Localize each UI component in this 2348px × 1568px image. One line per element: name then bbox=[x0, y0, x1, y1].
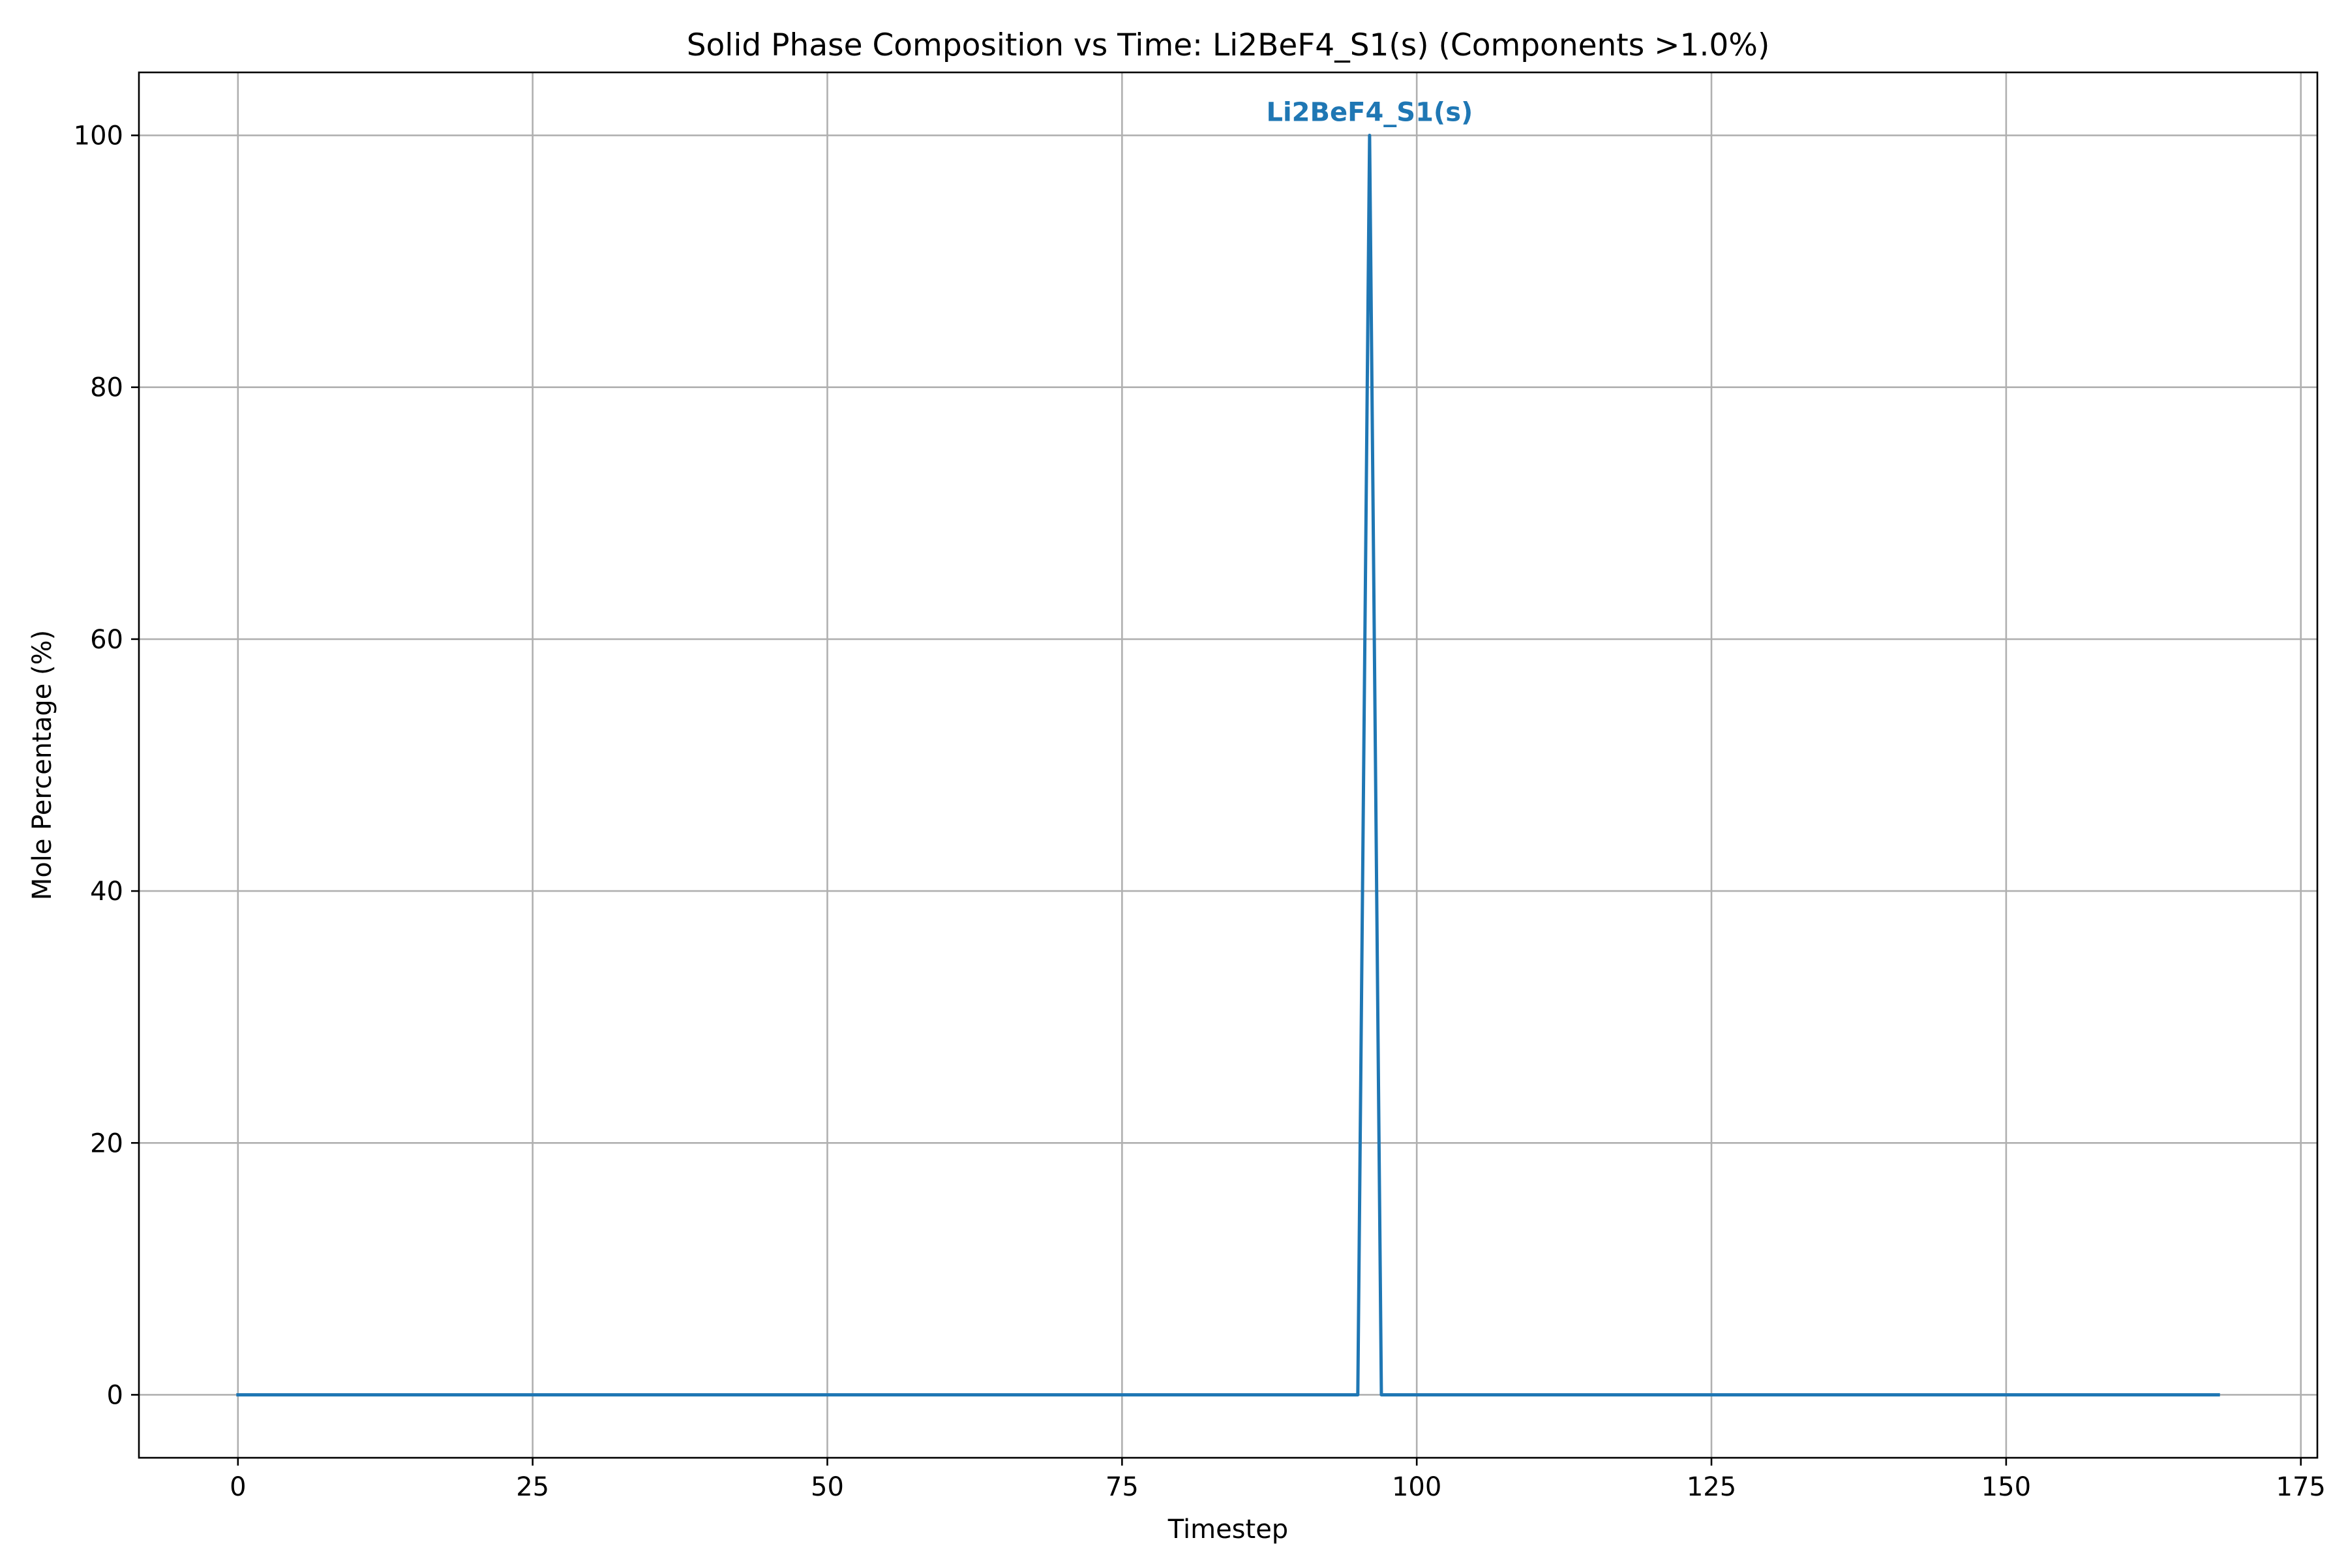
x-tick-label: 75 bbox=[1106, 1472, 1139, 1502]
x-axis-label: Timestep bbox=[1167, 1515, 1288, 1545]
y-tick-label: 80 bbox=[90, 373, 123, 403]
series-layer bbox=[236, 134, 2220, 1396]
x-tick-label: 175 bbox=[2276, 1472, 2326, 1502]
x-tick-label: 125 bbox=[1687, 1472, 1736, 1502]
ticks: 0 25 50 75 100 125 150 175 0 20 40 60 80 100 bbox=[74, 121, 2326, 1502]
peak-annotation-label: Li2BeF4_S1(s) bbox=[1266, 98, 1473, 128]
x-tick-label: 25 bbox=[516, 1472, 549, 1502]
y-tick-label: 20 bbox=[90, 1128, 123, 1158]
annotations: Li2BeF4_S1(s) bbox=[1266, 98, 1473, 128]
x-tick-label: 50 bbox=[811, 1472, 844, 1502]
plot-area bbox=[139, 72, 2317, 1458]
chart-title: Solid Phase Composition vs Time: Li2BeF4… bbox=[687, 27, 1770, 63]
x-tick-label: 150 bbox=[1981, 1472, 2031, 1502]
series-line bbox=[236, 134, 2220, 1396]
y-tick-label: 100 bbox=[74, 121, 123, 151]
x-tick-label: 0 bbox=[230, 1472, 246, 1502]
y-tick-label: 0 bbox=[107, 1380, 123, 1410]
y-axis-label: Mole Percentage (%) bbox=[27, 630, 57, 900]
x-tick-label: 100 bbox=[1392, 1472, 1441, 1502]
plot-frame bbox=[138, 71, 2319, 1459]
y-tick-label: 60 bbox=[90, 625, 123, 655]
y-tick-label: 40 bbox=[90, 877, 123, 907]
